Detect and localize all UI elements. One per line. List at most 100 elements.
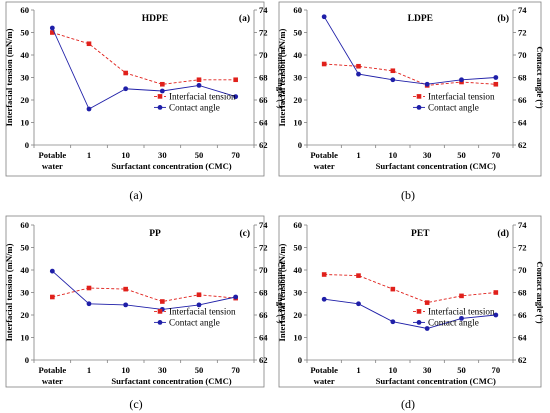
point-contact-angle (356, 71, 361, 77)
x-tick-label: Potable (38, 365, 66, 375)
point-interfacial-tension (123, 70, 128, 76)
x-tick-label: 10 (389, 365, 398, 375)
right-tick-label: 62 (259, 140, 268, 150)
point-interfacial-tension (321, 272, 327, 277)
point-contact-angle (49, 25, 55, 31)
x-tick-label: 30 (423, 365, 432, 375)
panel-label: (c) (239, 228, 250, 239)
x-tick-label: 30 (423, 150, 432, 160)
x-tick-label: 1 (356, 150, 360, 160)
x-tick-label: 1 (87, 150, 91, 160)
point-contact-angle (424, 81, 430, 87)
left-tick-label: 10 (20, 118, 29, 128)
panel-frame (278, 1, 542, 177)
right-tick-label: 72 (518, 243, 527, 253)
left-tick-label: 20 (20, 95, 29, 105)
panel-frame (5, 1, 265, 177)
legend-marker-contact-angle (157, 320, 163, 325)
point-interfacial-tension (493, 290, 499, 295)
right-tick-label: 64 (259, 118, 268, 128)
right-tick-label: 68 (259, 73, 268, 83)
panel-label: (d) (497, 228, 509, 239)
x-tick-label: water (42, 376, 63, 386)
point-interfacial-tension (356, 273, 361, 278)
x-tick-label: Potable (310, 150, 338, 160)
point-contact-angle (493, 75, 499, 80)
left-tick-label: 10 (293, 333, 302, 343)
left-tick-label: 50 (20, 28, 29, 38)
legend-marker-contact-angle (416, 320, 422, 325)
left-tick-label: 40 (293, 265, 302, 275)
point-interfacial-tension (493, 81, 499, 87)
point-interfacial-tension (459, 293, 464, 299)
point-interfacial-tension (424, 300, 430, 305)
y-axis-label: Interfacial tension (mN/m) (277, 28, 287, 126)
point-contact-angle (321, 14, 327, 20)
panel-caption: (c) (129, 397, 142, 411)
x-tick-label: 70 (492, 150, 501, 160)
point-contact-angle (390, 319, 396, 325)
panel-title: LDPE (408, 14, 433, 24)
left-tick-label: 10 (20, 333, 29, 343)
right-tick-label: 74 (259, 5, 268, 15)
panel-title: PET (411, 229, 430, 239)
legend-label-contact-angle: Contact angle (428, 318, 479, 328)
right-tick-label: 72 (518, 28, 527, 38)
x-tick-label: 1 (87, 365, 91, 375)
point-interfacial-tension (50, 294, 55, 300)
y2-axis-label: Contact angle (°) (535, 261, 545, 323)
left-tick-label: 30 (20, 73, 29, 83)
right-tick-label: 70 (518, 50, 527, 60)
x-tick-label: 10 (389, 150, 398, 160)
panel-caption: (b) (401, 188, 415, 202)
right-tick-label: 64 (259, 333, 268, 343)
left-tick-label: 30 (293, 288, 302, 298)
x-tick-label: 1 (356, 365, 360, 375)
point-interfacial-tension (356, 63, 361, 69)
series-line-contact-angle (52, 270, 236, 310)
point-interfacial-tension (86, 41, 92, 47)
right-tick-label: 74 (259, 220, 268, 230)
point-contact-angle (233, 94, 239, 100)
series-line-interfacial-tension (52, 287, 236, 302)
right-tick-label: 72 (259, 28, 268, 38)
panel-title: HDPE (142, 14, 168, 24)
left-tick-label: 40 (20, 50, 29, 60)
y2-axis-label: Contact angle (°) (276, 46, 286, 108)
left-tick-label: 40 (293, 50, 302, 60)
legend-label-contact-angle: Contact angle (169, 103, 220, 113)
legend-marker-interfacial-tension (416, 94, 422, 99)
point-interfacial-tension (196, 77, 202, 83)
right-tick-label: 66 (518, 310, 527, 320)
legend-marker-interfacial-tension (157, 309, 163, 314)
x-axis-label: Surfactant concentration (CMC) (111, 376, 231, 386)
right-tick-label: 62 (518, 140, 527, 150)
point-interfacial-tension (160, 81, 165, 87)
series-line-contact-angle (51, 27, 236, 110)
y2-axis-label: Contact angle (°) (535, 46, 545, 108)
point-contact-angle (390, 77, 396, 83)
panel-caption: (d) (401, 397, 415, 411)
right-tick-label: 70 (518, 265, 527, 275)
series-line-interfacial-tension (52, 32, 236, 85)
left-tick-label: 20 (293, 95, 302, 105)
x-tick-label: 70 (492, 365, 501, 375)
legend-marker-contact-angle (416, 105, 422, 110)
panel-label: (b) (497, 13, 509, 24)
y-axis-label: Interfacial tension (mN/m) (277, 243, 287, 341)
point-interfacial-tension (50, 30, 55, 35)
x-tick-label: 10 (121, 150, 130, 160)
right-tick-label: 66 (259, 95, 268, 105)
panel-frame (278, 215, 542, 388)
point-interfacial-tension (233, 77, 238, 83)
right-tick-label: 70 (259, 265, 268, 275)
panel-caption: (a) (129, 188, 142, 202)
point-contact-angle (86, 106, 92, 112)
legend-label-interfacial-tension: Interfacial tension (428, 92, 495, 102)
point-contact-angle (493, 312, 499, 318)
panel-frame (5, 215, 265, 388)
x-tick-label: 70 (231, 150, 240, 160)
left-tick-label: 60 (20, 5, 29, 15)
